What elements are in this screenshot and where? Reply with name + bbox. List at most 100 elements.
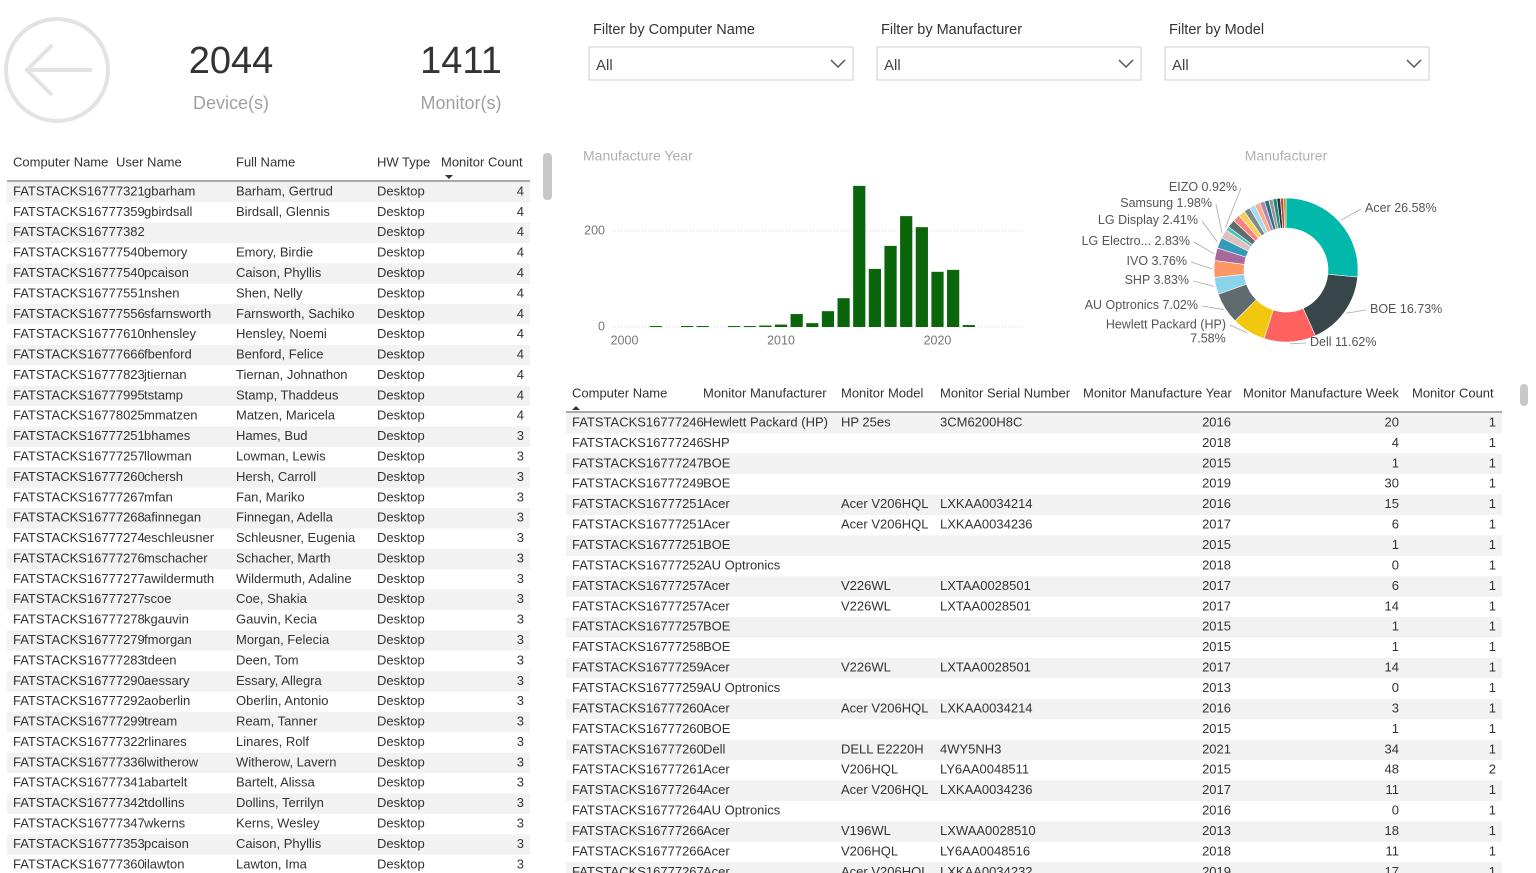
label-category: LG Display [1098,213,1160,227]
table-cell: Desktop [377,510,425,525]
table-cell: Desktop [377,591,425,606]
table-cell: 1 [1489,557,1496,572]
table-cell: Acer [703,843,730,858]
leader-line [1340,208,1362,221]
table-cell: LXKAA0034232 [940,864,1033,873]
column-header[interactable]: Monitor Manufacturer [703,385,827,400]
table-cell: BOE [703,639,731,654]
table-cell: tdeen [144,652,177,667]
scrollbar[interactable] [543,153,552,200]
table-cell: FATSTACKS16777246 [572,414,704,429]
table-cell: FATSTACKS16777277 [13,571,145,586]
table-cell: 14 [1385,660,1399,675]
table-cell: Acer [703,864,730,873]
table-cell: Caison, Phyllis [236,836,322,851]
leader-line [1201,305,1224,310]
table-cell: 3 [517,449,524,464]
table-cell: Desktop [377,489,425,504]
table-cell: Hersh, Carroll [236,469,316,484]
filter-dropdown[interactable] [876,46,1142,81]
table-cell: 3 [517,775,524,790]
bar [790,314,803,327]
table-cell: Linares, Rolf [236,734,309,749]
bar [727,326,741,328]
label-category: AU Optronics [1085,298,1159,312]
row-background [7,181,530,203]
table-cell: Dell [703,741,726,756]
table-cell: fmorgan [144,632,192,647]
data-label: LG Electro... 2.83% [1082,234,1190,248]
table-cell: Desktop [377,408,425,423]
table-cell: Desktop [377,183,425,198]
row-background [566,617,1502,638]
table-cell: scoe [144,591,171,606]
filter-title: Filter by Model [1169,22,1264,38]
column-header[interactable]: Monitor Model [841,385,923,400]
table-cell: kgauvin [144,612,189,627]
table-cell: Finnegan, Adella [236,510,334,525]
table-cell: 4 [517,408,524,423]
table-cell: 3 [517,428,524,443]
row-background [7,467,530,488]
sort-arrow [445,175,453,179]
chevron [830,59,846,69]
table-cell: FATSTACKS16777251 [572,537,704,552]
table-cell: 3 [517,489,524,504]
table-cell: 4 [517,347,524,362]
table-cell: 3 [517,693,524,708]
table-cell: Acer V206HQL [841,782,928,797]
table-cell: abartelt [144,775,188,790]
table-cell: FATSTACKS16777260 [13,469,145,484]
sort-arrow [572,406,580,410]
column-header[interactable]: HW Type [377,154,430,169]
column-header[interactable]: Computer Name [572,385,667,400]
table-cell: Desktop [377,652,425,667]
column-header[interactable]: Full Name [236,154,295,169]
table-cell: FATSTACKS16777264 [572,782,704,797]
table-cell: 3 [517,856,524,871]
table-cell: LXKAA0034236 [940,517,1033,532]
column-header[interactable]: Monitor Count [1412,385,1494,400]
label-category: Samsung [1120,196,1173,210]
row-background [7,222,530,243]
column-header[interactable]: Monitor Manufacture Year [1083,385,1233,400]
data-label: Hewlett Packard (HP) [1106,317,1226,331]
table-cell: FATSTACKS16777267 [13,489,145,504]
table-cell: Desktop [377,714,425,729]
table-cell: 1 [1489,537,1496,552]
back-button[interactable] [4,17,110,123]
table-cell: 1 [1392,721,1399,736]
back-arrow[interactable] [24,43,92,97]
table-cell: Tiernan, Johnathon [236,367,348,382]
table-cell: BOE [703,476,731,491]
table-cell: 4 [517,326,524,341]
table-cell: FATSTACKS16777257 [572,598,704,613]
column-header[interactable]: Monitor Count [441,154,523,169]
row-background [7,344,530,366]
row-background [7,426,530,447]
table-cell: 1 [1392,537,1399,552]
row-background [566,739,1502,761]
data-label: Samsung 1.98% [1120,196,1212,210]
table-cell: 1 [1489,721,1496,736]
filter-dropdown[interactable] [1164,46,1430,81]
table-cell: 0 [1392,557,1399,572]
back-circle[interactable] [4,17,110,123]
column-header[interactable]: Monitor Serial Number [940,385,1071,400]
table-cell: Hewlett Packard (HP) [703,414,828,429]
table-cell: LXTAA0028501 [940,578,1031,593]
bar [743,326,756,328]
scrollbar[interactable] [1520,384,1528,406]
column-header[interactable]: Computer Name [13,154,108,169]
column-header[interactable]: User Name [116,154,182,169]
table-cell: FATSTACKS16777353 [13,836,145,851]
column-header[interactable]: Monitor Manufacture Week [1243,385,1399,400]
table-cell: 3 [517,469,524,484]
table-cell: Barham, Gertrud [236,183,333,198]
chart-title: Manufacturer [1245,148,1328,164]
table-cell: 1 [1489,496,1496,511]
table-cell: Desktop [377,204,425,219]
filter-dropdown[interactable] [588,46,854,81]
table-cell: SHP [703,435,730,450]
table-cell: 2013 [1202,823,1231,838]
